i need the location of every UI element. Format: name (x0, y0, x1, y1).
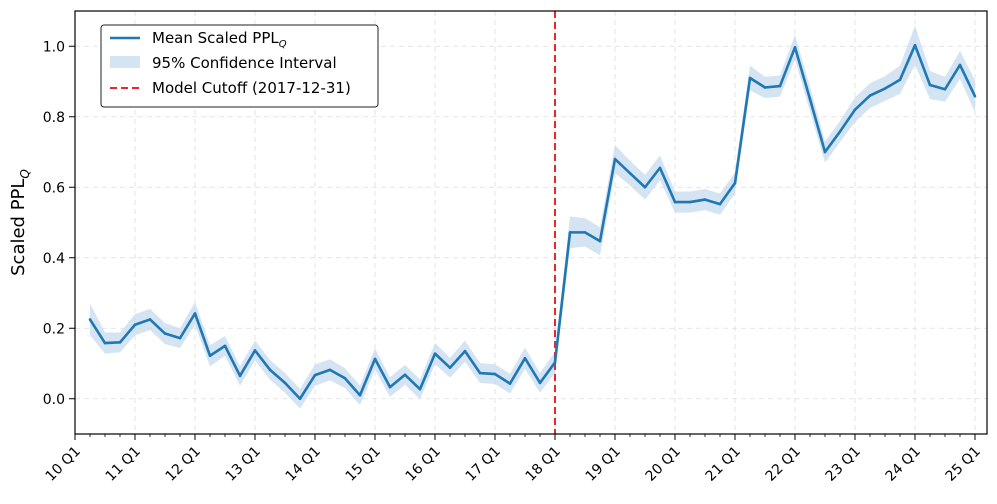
data-point (478, 371, 482, 375)
data-point (343, 377, 347, 380)
series-lines (88, 43, 977, 401)
data-point (313, 373, 317, 377)
data-point (373, 357, 377, 361)
x-tick-label: 15 Q1 (343, 444, 384, 485)
data-point (388, 385, 392, 389)
data-point (958, 63, 962, 67)
data-point (973, 95, 977, 98)
y-tick-label: 0.4 (43, 251, 65, 267)
data-point (403, 373, 407, 377)
y-axis: 0.0 0.2 0.4 0.6 0.8 1.0 (43, 39, 75, 408)
x-axis: 10 Q1 11 Q1 12 Q1 13 Q1 14 Q1 15 Q1 16 Q1 17 Q1… (43, 434, 984, 485)
data-point (283, 381, 287, 385)
series-points (88, 43, 977, 401)
x-tick-label: 20 Q1 (643, 444, 684, 485)
data-point (133, 323, 137, 327)
data-point (853, 108, 857, 111)
data-point (208, 354, 212, 358)
data-point (748, 76, 752, 80)
plot-frame (74, 10, 988, 435)
data-point (508, 382, 512, 385)
data-point (358, 393, 362, 397)
data-point (238, 374, 242, 378)
legend-swatch-band (110, 56, 140, 68)
data-point (733, 181, 737, 185)
data-point (163, 332, 167, 335)
mean-scaled-ppl-line (88, 43, 977, 401)
y-axis-label: Scaled PPLQ (8, 169, 32, 276)
data-point (613, 157, 617, 161)
y-tick-label: 0.6 (43, 180, 65, 196)
x-tick-label: 22 Q1 (763, 444, 804, 485)
data-point (463, 349, 467, 353)
data-point (928, 83, 932, 87)
data-point (643, 185, 647, 189)
data-point (493, 372, 497, 376)
x-tick-label: 13 Q1 (223, 444, 264, 485)
y-tick-label: 0.2 (43, 321, 65, 337)
data-point (688, 200, 692, 204)
data-point (838, 130, 842, 133)
data-point (418, 387, 422, 391)
x-tick-label: 25 Q1 (943, 444, 984, 485)
legend-label: Mean Scaled PPLQ (152, 29, 287, 50)
data-point (148, 318, 152, 321)
data-point (808, 97, 812, 101)
data-point (598, 239, 602, 243)
y-tick-label: 1.0 (43, 39, 65, 55)
data-point (268, 368, 272, 372)
x-tick-label: 23 Q1 (823, 444, 864, 485)
data-point (763, 86, 767, 89)
legend: Mean Scaled PPLQ 95% Confidence Interval M… (100, 24, 379, 108)
legend-label: 95% Confidence Interval (152, 54, 337, 72)
data-point (943, 87, 947, 91)
data-point (553, 361, 557, 364)
x-tick-label: 10 Q1 (43, 444, 84, 485)
data-point (823, 150, 827, 154)
y-axis-label-subscript: Q (18, 169, 32, 178)
data-point (883, 87, 887, 90)
data-point (193, 312, 197, 315)
data-point (328, 368, 332, 372)
x-tick-label: 21 Q1 (703, 444, 744, 485)
y-tick-label: 0.0 (43, 392, 65, 408)
data-point (223, 344, 227, 348)
data-point (538, 381, 542, 385)
data-point (793, 46, 797, 49)
data-point (448, 366, 452, 370)
data-point (568, 231, 572, 234)
y-axis-label-main: Scaled PPL (8, 179, 29, 276)
data-point (718, 202, 722, 206)
x-tick-label: 24 Q1 (883, 444, 924, 485)
data-point (523, 356, 527, 360)
legend-box (100, 24, 379, 108)
data-point (868, 94, 872, 97)
x-tick-label: 12 Q1 (163, 444, 204, 485)
data-point (88, 318, 92, 321)
data-point (778, 84, 782, 88)
data-point (898, 78, 902, 82)
data-point (433, 352, 437, 355)
data-point (253, 349, 257, 352)
x-tick-label: 16 Q1 (403, 444, 444, 485)
legend-label: Model Cutoff (2017-12-31) (152, 79, 351, 97)
data-point (178, 336, 182, 340)
data-point (103, 341, 107, 345)
x-tick-label: 17 Q1 (463, 444, 504, 485)
data-point (583, 231, 587, 234)
data-point (703, 198, 707, 201)
data-point (118, 341, 122, 344)
y-tick-label: 0.8 (43, 110, 65, 126)
x-tick-label: 14 Q1 (283, 444, 324, 485)
data-point (658, 166, 662, 170)
data-point (673, 200, 677, 204)
x-tick-label: 11 Q1 (103, 444, 144, 485)
data-point (913, 43, 917, 47)
x-tick-label: 19 Q1 (583, 444, 624, 485)
x-tick-label: 18 Q1 (523, 444, 564, 485)
data-point (628, 171, 632, 175)
grid (74, 11, 987, 434)
data-point (298, 397, 302, 401)
